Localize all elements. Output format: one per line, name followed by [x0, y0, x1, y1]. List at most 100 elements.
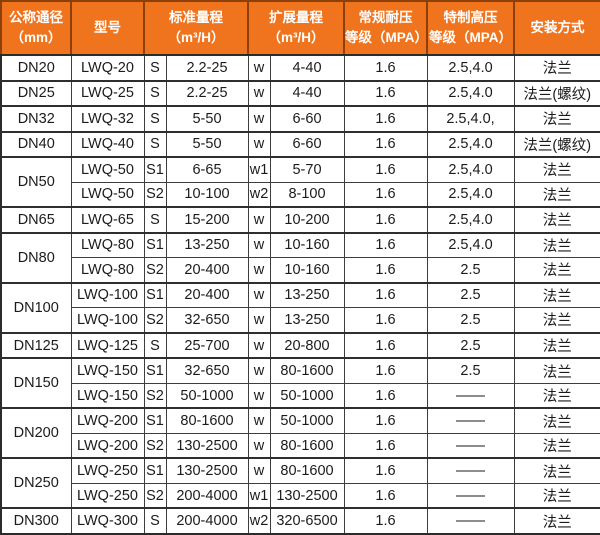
cell-normal-pressure: 1.6: [343, 130, 428, 158]
cell-model: LWQ-50: [70, 181, 145, 208]
cell-high-pressure: 2.5,4.0: [426, 130, 515, 158]
cell-high-pressure: 2.5: [426, 331, 515, 359]
table-row: DN150 LWQ-150 S1 32-650 w 80-1600 1.6 2.5 法兰: [0, 357, 600, 409]
cell-ext-range: 13-250: [269, 281, 345, 309]
cell-ext-range: 10-160: [269, 231, 345, 259]
cell-std-range: 5-50: [165, 105, 249, 133]
cell-high-pressure: 2.5,4.0: [426, 54, 515, 82]
cell-std-range: 13-250: [165, 231, 249, 259]
cell-install-method: 法兰: [513, 156, 600, 183]
cell-high-pressure: 2.5,4.0: [426, 231, 515, 259]
cell-model: LWQ-300: [70, 507, 145, 535]
cell-normal-pressure: 1.6: [343, 457, 428, 484]
cell-high-pressure: ——: [426, 507, 515, 535]
table-row: LWQ-100 S2 32-650 w 13-250 1.6 2.5 法兰: [1, 307, 600, 334]
cell-ext-marker: w: [247, 206, 271, 234]
table-row: DN100 LWQ-100 S1 20-400 w 13-250 1.6 2.5 法兰: [0, 281, 600, 334]
cell-model: LWQ-250: [70, 482, 145, 509]
cell-std-range: 2.2-25: [165, 54, 249, 82]
table-row: DN80 LWQ-80 S1 13-250 w 10-160 1.6 2.5,4.0 法兰: [0, 231, 600, 284]
cell-std-marker: S2: [143, 432, 167, 459]
cell-ext-marker: w: [247, 432, 271, 459]
cell-normal-pressure: 1.6: [343, 482, 428, 509]
cell-normal-pressure: 1.6: [343, 331, 428, 359]
table-row: LWQ-50 S2 10-100 w2 8-100 1.6 2.5,4.0 法兰: [1, 181, 600, 208]
cell-install-method: 法兰: [513, 482, 600, 509]
table-row: DN50 LWQ-50 S1 6-65 w1 5-70 1.6 2.5,4.0 法兰: [0, 156, 600, 208]
col-header-normal-pressure: 常规耐压 等级（MPA）: [343, 0, 428, 56]
cell-install-method: 法兰: [513, 206, 600, 234]
cell-nominal-diameter: DN50: [0, 156, 72, 208]
cell-std-marker: S2: [143, 382, 167, 409]
table-row: LWQ-200 S2 130-2500 w 80-1600 1.6 —— 法兰: [1, 432, 600, 459]
cell-std-marker: S: [143, 507, 167, 535]
cell-model: LWQ-80: [70, 257, 145, 284]
cell-model: LWQ-40: [70, 130, 145, 158]
cell-std-range: 32-650: [165, 357, 249, 384]
cell-install-method: 法兰: [513, 281, 600, 309]
cell-model: LWQ-100: [70, 307, 145, 334]
cell-std-range: 20-400: [165, 281, 249, 309]
cell-normal-pressure: 1.6: [343, 407, 428, 434]
cell-install-method: 法兰: [513, 257, 600, 284]
cell-normal-pressure: 1.6: [343, 79, 428, 107]
cell-ext-range: 10-160: [269, 257, 345, 284]
cell-high-pressure: ——: [426, 482, 515, 509]
cell-ext-range: 5-70: [269, 156, 345, 183]
cell-ext-marker: w: [247, 407, 271, 434]
cell-normal-pressure: 1.6: [343, 507, 428, 535]
cell-model: LWQ-20: [70, 54, 145, 82]
header-row: 公称通径 （mm） 型号 标准量程 （m³/H） 扩展量程 （m³/H） 常规耐…: [0, 0, 600, 56]
cell-high-pressure: 2.5: [426, 257, 515, 284]
cell-high-pressure: 2.5,4.0: [426, 181, 515, 208]
cell-ext-marker: w: [247, 331, 271, 359]
cell-install-method: 法兰: [513, 407, 600, 434]
cell-std-range: 50-1000: [165, 382, 249, 409]
cell-high-pressure: 2.5,4.0: [426, 79, 515, 107]
cell-high-pressure: 2.5,4.0: [426, 156, 515, 183]
cell-ext-range: 80-1600: [269, 432, 345, 459]
cell-high-pressure: 2.5: [426, 281, 515, 309]
table-row: LWQ-250 S2 200-4000 w1 130-2500 1.6 —— 法兰: [1, 482, 600, 509]
cell-install-method: 法兰: [513, 457, 600, 484]
table-row: DN65 LWQ-65 S 15-200 w 10-200 1.6 2.5,4.0 法兰: [0, 206, 600, 234]
cell-std-range: 6-65: [165, 156, 249, 183]
cell-ext-marker: w1: [247, 156, 271, 183]
cell-std-range: 20-400: [165, 257, 249, 284]
cell-nominal-diameter: DN65: [0, 206, 72, 234]
cell-install-method: 法兰: [513, 331, 600, 359]
cell-ext-marker: w1: [247, 482, 271, 509]
cell-ext-range: 80-1600: [269, 357, 345, 384]
cell-install-method: 法兰(螺纹): [513, 130, 600, 158]
cell-std-marker: S1: [143, 156, 167, 183]
cell-std-marker: S: [143, 105, 167, 133]
cell-nominal-diameter: DN25: [0, 79, 72, 107]
cell-std-range: 5-50: [165, 130, 249, 158]
cell-normal-pressure: 1.6: [343, 257, 428, 284]
cell-high-pressure: ——: [426, 382, 515, 409]
cell-ext-range: 10-200: [269, 206, 345, 234]
cell-std-range: 80-1600: [165, 407, 249, 434]
cell-install-method: 法兰: [513, 181, 600, 208]
cell-install-method: 法兰: [513, 105, 600, 133]
table-body: DN20 LWQ-20 S 2.2-25 w 4-40 1.6 2.5,4.0 法兰 DN25 LW…: [0, 54, 600, 535]
col-header-standard-range: 标准量程 （m³/H）: [143, 0, 249, 56]
cell-std-range: 200-4000: [165, 507, 249, 535]
cell-normal-pressure: 1.6: [343, 382, 428, 409]
cell-std-marker: S: [143, 331, 167, 359]
cell-ext-range: 8-100: [269, 181, 345, 208]
cell-nominal-diameter: DN40: [0, 130, 72, 158]
cell-model: LWQ-150: [70, 357, 145, 384]
cell-std-range: 2.2-25: [165, 79, 249, 107]
table-row: DN20 LWQ-20 S 2.2-25 w 4-40 1.6 2.5,4.0 法兰: [0, 54, 600, 82]
cell-model: LWQ-150: [70, 382, 145, 409]
cell-normal-pressure: 1.6: [343, 231, 428, 259]
cell-std-range: 25-700: [165, 331, 249, 359]
cell-normal-pressure: 1.6: [343, 156, 428, 183]
cell-std-marker: S: [143, 130, 167, 158]
table-row: DN32 LWQ-32 S 5-50 w 6-60 1.6 2.5,4.0, 法兰: [0, 105, 600, 133]
cell-ext-range: 4-40: [269, 79, 345, 107]
cell-ext-marker: w: [247, 457, 271, 484]
cell-model: LWQ-200: [70, 432, 145, 459]
col-header-nominal-diameter: 公称通径 （mm）: [0, 0, 72, 56]
